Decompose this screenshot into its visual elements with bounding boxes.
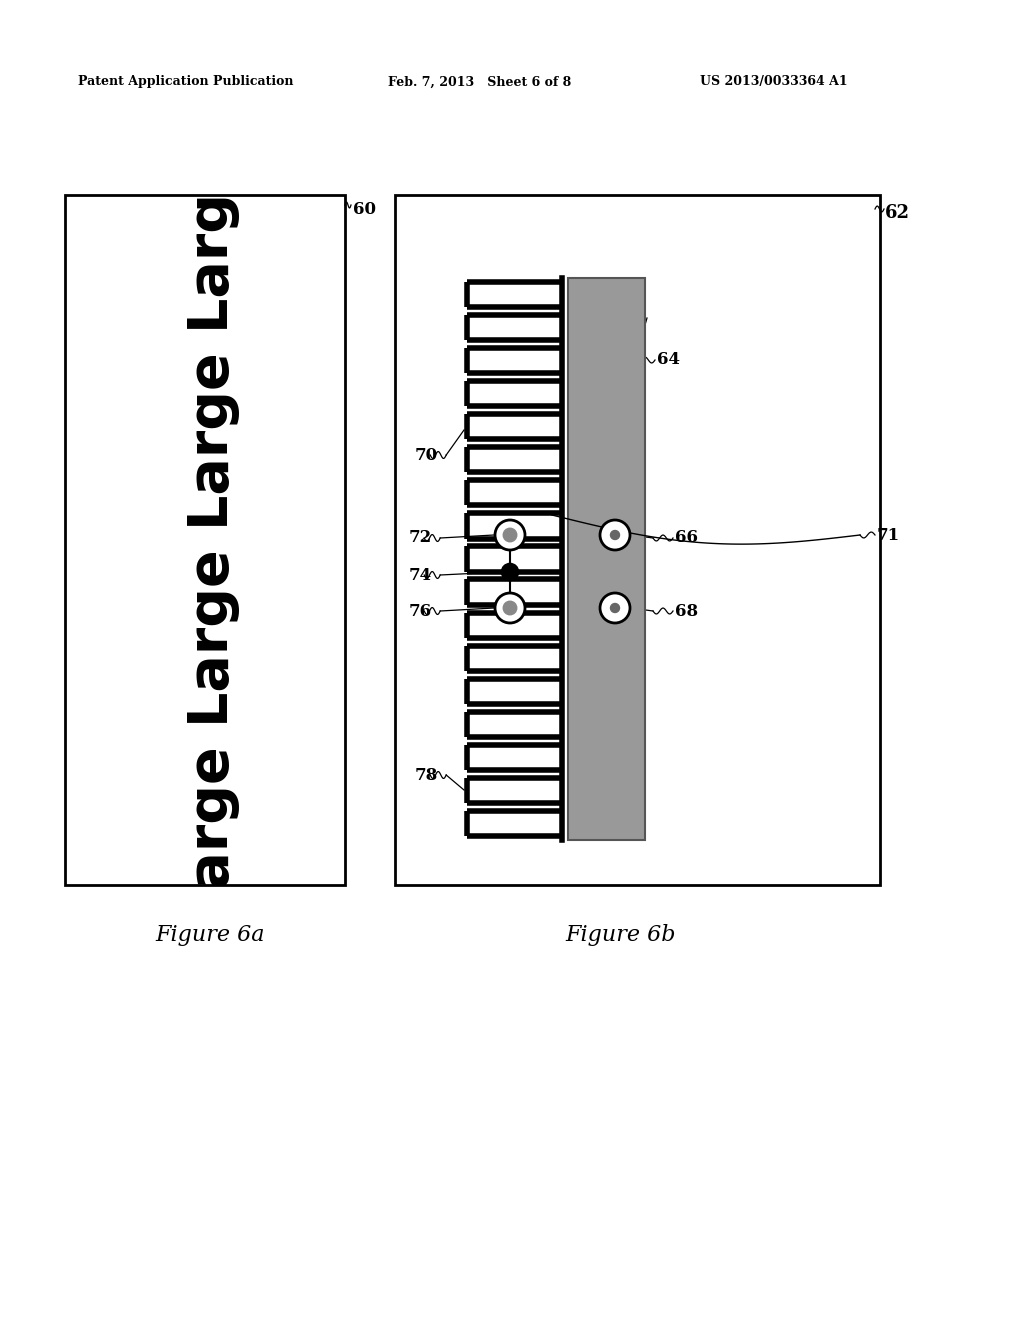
Text: 68: 68: [675, 602, 698, 619]
Circle shape: [600, 593, 630, 623]
Text: 72: 72: [409, 529, 432, 546]
Text: Feb. 7, 2013   Sheet 6 of 8: Feb. 7, 2013 Sheet 6 of 8: [388, 75, 571, 88]
Text: 66: 66: [675, 529, 698, 546]
Circle shape: [502, 564, 518, 581]
Circle shape: [495, 520, 525, 550]
Circle shape: [495, 593, 525, 623]
Bar: [568, 279, 645, 840]
Text: 76: 76: [409, 602, 432, 619]
Circle shape: [600, 520, 630, 550]
Circle shape: [610, 531, 620, 540]
Text: 64: 64: [657, 351, 680, 368]
Text: 78: 78: [415, 767, 438, 784]
Text: Large Large Large Large Large Large Large Large: Large Large Large Large Large Large Larg…: [186, 0, 240, 1319]
Text: 70: 70: [415, 446, 438, 463]
Text: Patent Application Publication: Patent Application Publication: [78, 75, 294, 88]
Text: 71: 71: [877, 527, 900, 544]
Text: 60: 60: [353, 202, 376, 219]
Text: 74: 74: [409, 566, 432, 583]
Text: US 2013/0033364 A1: US 2013/0033364 A1: [700, 75, 848, 88]
Text: Figure 6b: Figure 6b: [565, 924, 676, 946]
Circle shape: [503, 601, 517, 615]
Text: Figure 6a: Figure 6a: [155, 924, 264, 946]
Circle shape: [503, 528, 517, 541]
Bar: [395, 195, 880, 884]
Bar: [65, 195, 345, 884]
Text: 62: 62: [885, 205, 910, 222]
Circle shape: [610, 603, 620, 612]
